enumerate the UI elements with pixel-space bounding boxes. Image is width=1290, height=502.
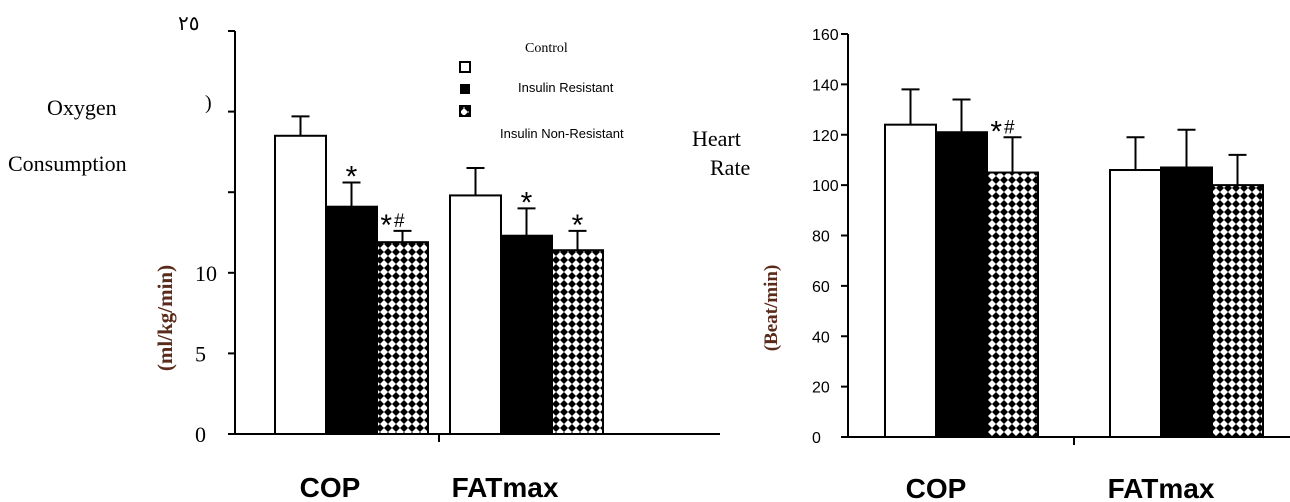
y-tick-label: 10 [195,261,217,286]
y-tick-label: 80 [812,229,830,246]
x-category-label: COP [300,472,361,502]
bar [376,241,429,435]
significance-label: * # [380,209,405,242]
checkered-square-icon [459,105,471,117]
left-top-tick-label: ٢٥ [178,13,199,35]
bar [884,123,937,439]
bar [1109,169,1162,438]
bar [274,134,327,435]
right-chart: 0 20 40 60 80 100 120 140 160 COP FATmax * # [812,27,1290,502]
bar [1160,166,1213,438]
y-tick-label: 40 [812,329,830,346]
left-chart-title-line1: Oxygen [47,95,117,120]
significance-label: * [572,209,584,242]
x-category-label: COP [906,473,967,502]
right-chart-title-line2: Rate [710,155,750,180]
x-category-label: FATmax [452,472,559,502]
left-paren-mark: ) [205,92,212,114]
y-tick-label: 0 [195,422,206,447]
bar [1211,184,1264,438]
bar [551,249,604,435]
legend: Control Insulin Resistant Insulin Non-Re… [459,41,624,141]
filled-square-icon [460,84,470,94]
left-chart-title-line2: Consumption [8,151,127,176]
y-tick-label: 5 [195,341,206,366]
bar [449,194,502,435]
open-square-icon [459,61,471,73]
y-tick-label: 140 [812,77,839,94]
legend-label-insulin-resistant: Insulin Resistant [518,80,614,95]
bar [325,205,378,435]
legend-label-insulin-non-resistant: Insulin Non-Resistant [500,126,624,141]
y-tick-label: 120 [812,128,839,145]
bar [935,131,988,438]
significance-label: * [346,161,358,194]
bar [500,234,553,435]
legend-label-control: Control [525,41,568,56]
bar [986,171,1039,438]
right-y-axis-label: (Beat/min) [761,265,782,352]
y-tick-label: 0 [812,430,821,447]
x-category-label: FATmax [1108,473,1215,502]
y-tick-label: 60 [812,279,830,296]
y-tick-label: 20 [812,380,830,397]
y-tick-label: 100 [812,178,839,195]
left-y-axis-label: (ml/kg/min) [153,265,177,371]
right-chart-title-line1: Heart [692,126,741,151]
left-chart: 0 5 10 COP FATmax * * # * * [195,30,720,502]
significance-label: * [521,186,533,219]
significance-label: * # [990,115,1015,148]
y-tick-label: 160 [812,27,839,44]
